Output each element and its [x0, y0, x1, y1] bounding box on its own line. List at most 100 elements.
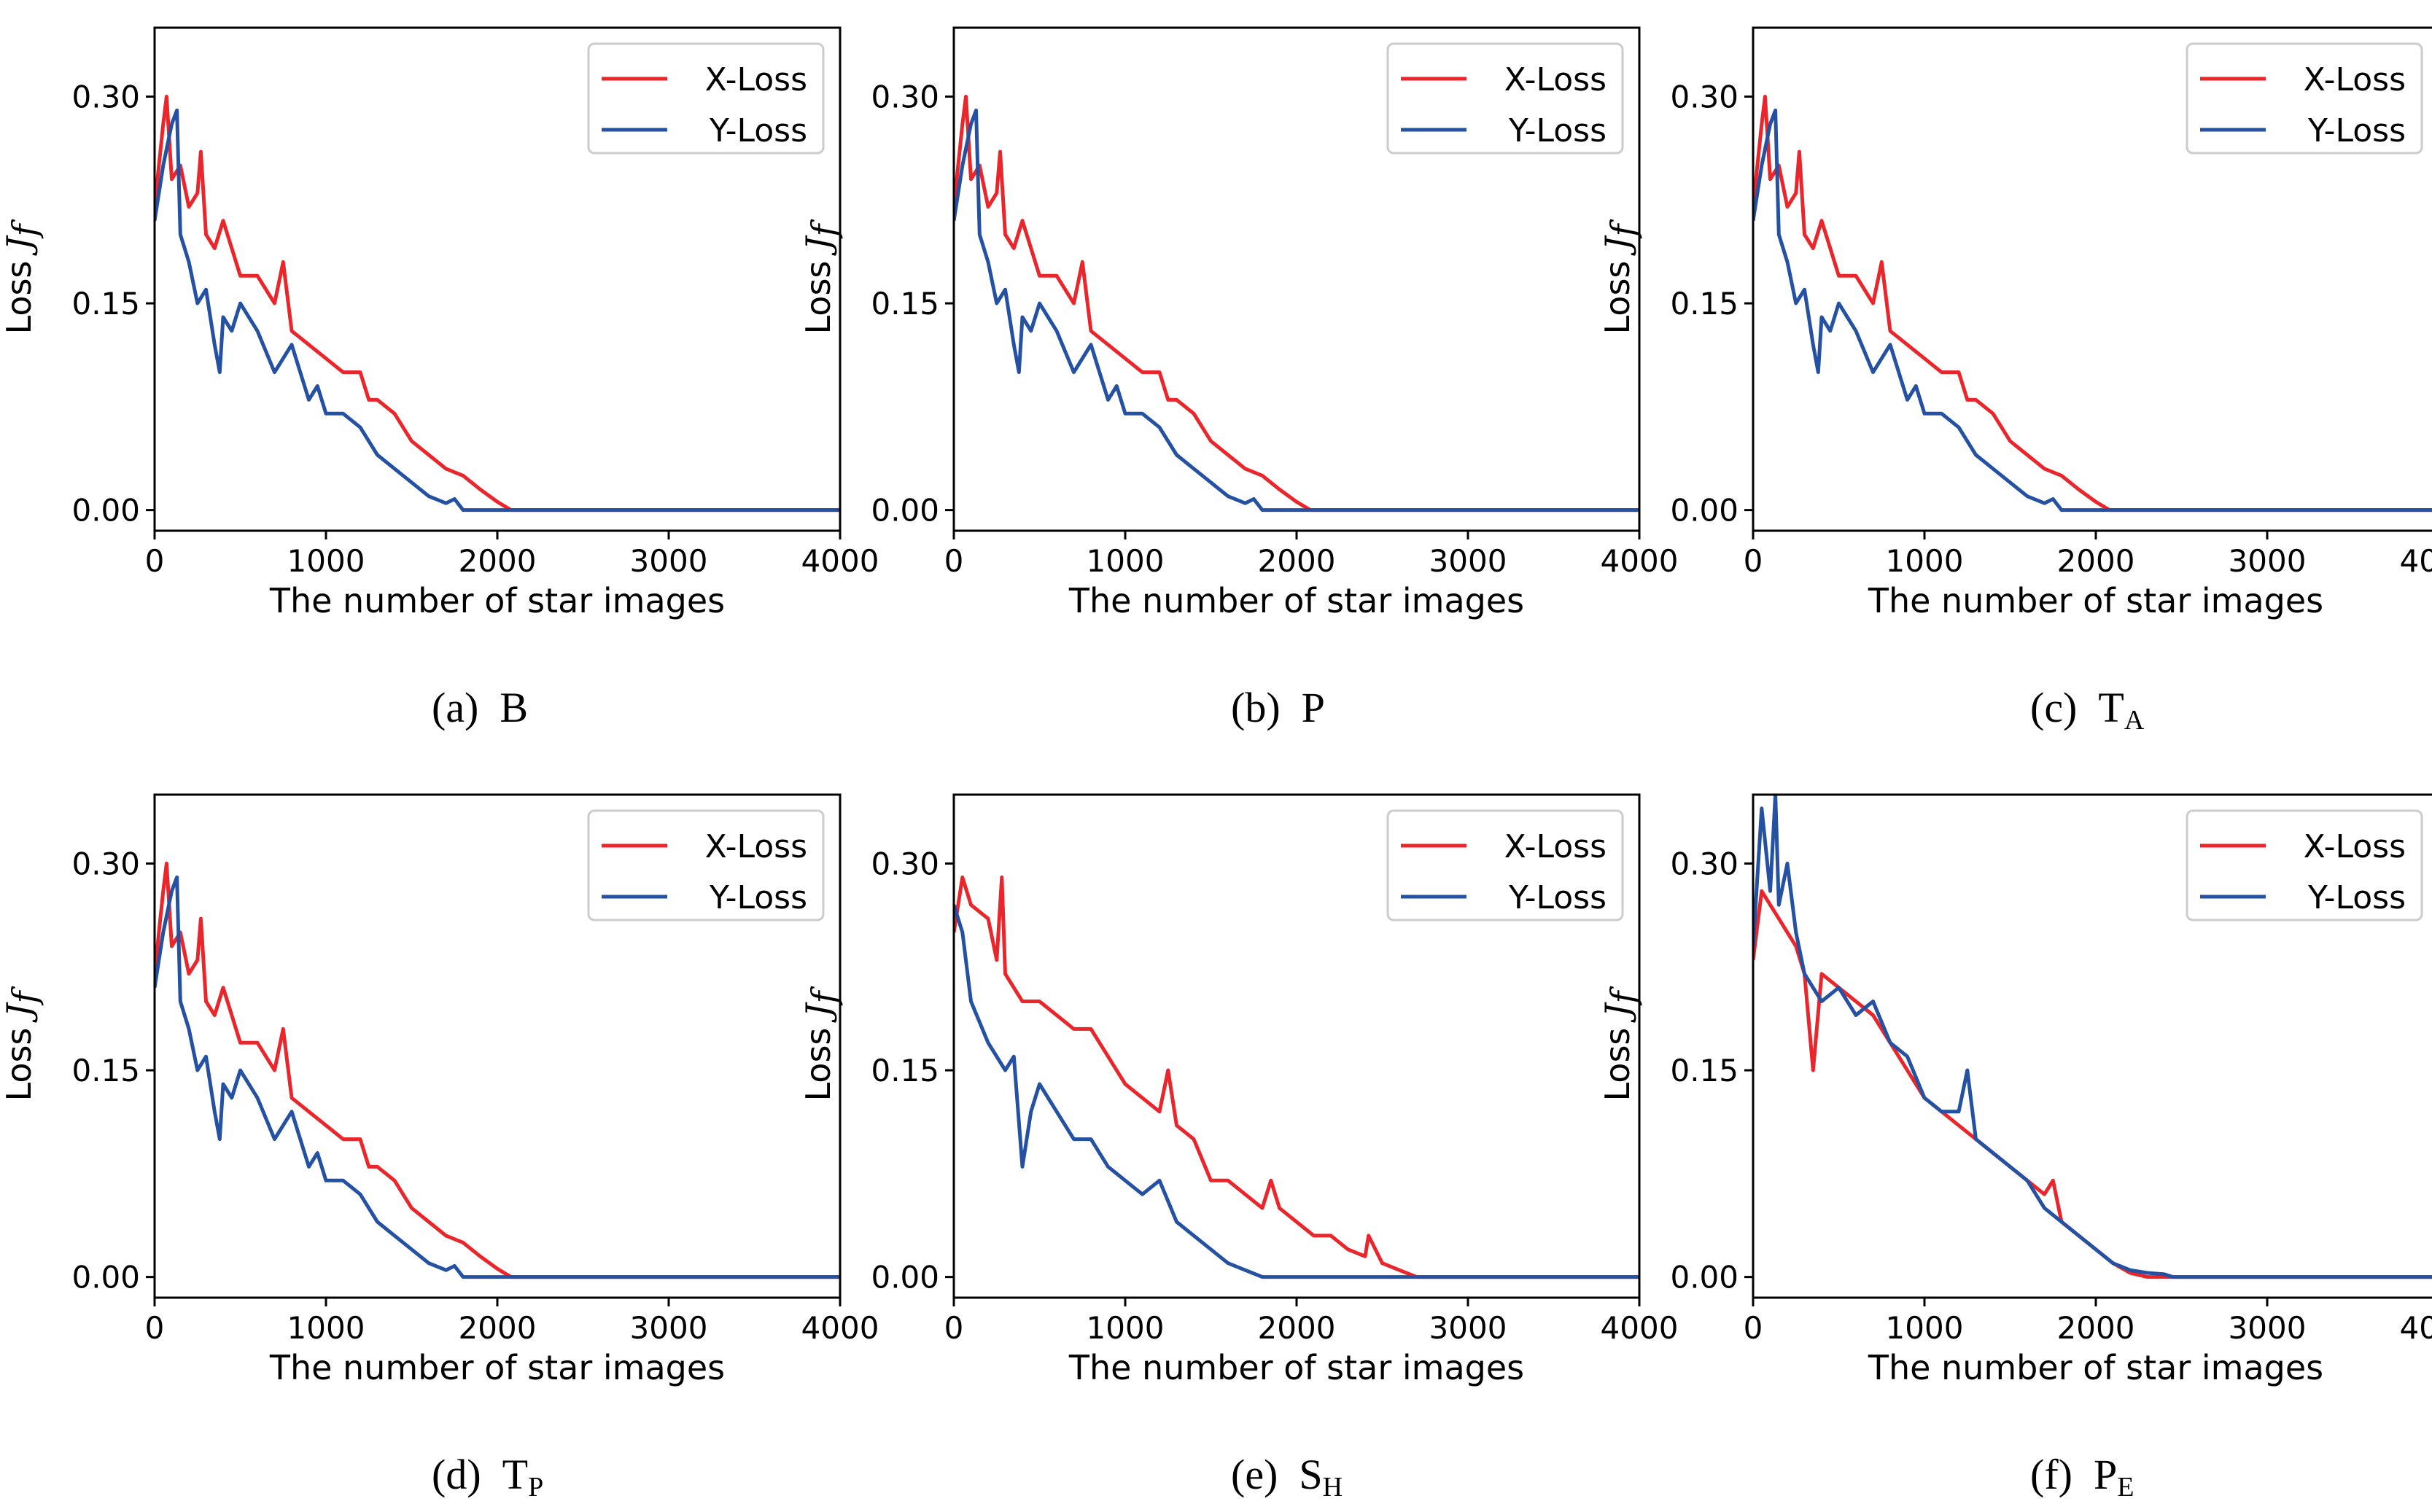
y-tick-label: 0.00: [71, 493, 140, 529]
legend-label-x-loss: X-Loss: [705, 828, 807, 865]
x-tick-label: 2000: [1258, 1310, 1336, 1346]
panel-caption: (f) PE: [2030, 1451, 2134, 1503]
panel-caption: (a) B: [432, 684, 528, 731]
series-line-y-loss: [155, 108, 840, 513]
panel-caption: (c) TA: [2030, 684, 2145, 736]
x-tick-label: 1000: [287, 543, 365, 579]
y-tick-label: 0.30: [71, 79, 140, 115]
series-line-y-loss: [954, 108, 1639, 513]
series-line-x-loss: [1753, 95, 2432, 513]
series-line-y-loss: [1753, 108, 2432, 513]
y-axis-label: Loss Jf: [1598, 986, 1643, 1102]
legend-box: [2186, 42, 2423, 155]
series-line-y-loss: [954, 904, 1639, 1279]
y-axis-label: Loss Jf: [1598, 219, 1643, 335]
x-tick-label: 2000: [1258, 543, 1336, 579]
legend-box: [587, 42, 825, 155]
y-tick-label: 0.15: [871, 1053, 939, 1088]
legend-label-x-loss: X-Loss: [2304, 828, 2406, 865]
x-tick-label: 4000: [801, 543, 879, 579]
x-axis-label: The number of star images: [269, 581, 725, 620]
x-tick-label: 3000: [1429, 543, 1507, 579]
chart-panel-5: 0 1000 2000 3000 4000 0.00 0.15 0.30 The number …: [799, 793, 1679, 1503]
x-tick-label: 1000: [287, 1310, 365, 1346]
x-tick-label: 4000: [1601, 543, 1679, 579]
series-line-x-loss: [155, 862, 840, 1279]
legend-label-y-loss: Y-Loss: [709, 879, 807, 916]
chart-panel-3: 0 1000 2000 3000 4000 0.00 0.15 0.30 The number …: [1598, 26, 2432, 736]
chart-panel-1: 0 1000 2000 3000 4000 0.00 0.15 0.30 The number …: [0, 26, 879, 731]
y-tick-label: 0.15: [1670, 286, 1738, 322]
x-tick-label: 4000: [1601, 1310, 1679, 1346]
x-tick-label: 3000: [2229, 1310, 2307, 1346]
panel-caption: (d) TP: [432, 1451, 543, 1503]
series-line-x-loss: [954, 875, 1639, 1279]
x-axis-label: The number of star images: [269, 1348, 725, 1387]
x-axis-label: The number of star images: [1868, 581, 2323, 620]
x-tick-label: 0: [1744, 543, 1763, 579]
chart-panel-2: 0 1000 2000 3000 4000 0.00 0.15 0.30 The number …: [799, 26, 1679, 731]
chart-panel-6: 0 1000 2000 3000 4000 0.00 0.15 0.30 The number …: [1598, 793, 2432, 1503]
legend-label-y-loss: Y-Loss: [1508, 112, 1607, 149]
x-tick-label: 1000: [1886, 1310, 1964, 1346]
x-axis-label: The number of star images: [1868, 1348, 2323, 1387]
chart-panel-4: 0 1000 2000 3000 4000 0.00 0.15 0.30 The number …: [0, 793, 879, 1503]
y-tick-label: 0.15: [71, 286, 140, 322]
x-tick-label: 2000: [2057, 1310, 2135, 1346]
x-tick-label: 2000: [2057, 543, 2135, 579]
y-tick-label: 0.30: [871, 79, 939, 115]
y-tick-label: 0.15: [1670, 1053, 1738, 1088]
legend-box: [587, 809, 825, 921]
legend-label-x-loss: X-Loss: [1504, 61, 1607, 98]
x-tick-label: 0: [944, 1310, 964, 1346]
panel-caption: (b) P: [1231, 684, 1325, 731]
x-tick-label: 3000: [2229, 543, 2307, 579]
y-axis-label: Loss Jf: [799, 219, 844, 335]
legend-box: [1386, 42, 1624, 155]
x-tick-label: 4000: [2400, 1310, 2432, 1346]
y-tick-label: 0.15: [871, 286, 939, 322]
legend-label-y-loss: Y-Loss: [2307, 112, 2406, 149]
legend-label-y-loss: Y-Loss: [1508, 879, 1607, 916]
y-tick-label: 0.30: [1670, 79, 1738, 115]
legend-label-y-loss: Y-Loss: [709, 112, 807, 149]
y-tick-label: 0.30: [871, 846, 939, 882]
x-tick-label: 4000: [801, 1310, 879, 1346]
y-axis-label: Loss Jf: [0, 986, 44, 1102]
series-line-x-loss: [1753, 889, 2432, 1279]
legend-label-y-loss: Y-Loss: [2307, 879, 2406, 916]
legend-box: [2186, 809, 2423, 921]
y-tick-label: 0.30: [71, 846, 140, 882]
x-tick-label: 2000: [459, 1310, 537, 1346]
x-tick-label: 0: [145, 1310, 165, 1346]
x-tick-label: 1000: [1087, 543, 1165, 579]
series-line-y-loss: [155, 875, 840, 1279]
x-axis-label: The number of star images: [1068, 581, 1524, 620]
series-line-y-loss: [1753, 795, 2432, 1279]
legend-label-x-loss: X-Loss: [705, 61, 807, 98]
y-tick-label: 0.00: [1670, 1260, 1738, 1295]
x-tick-label: 0: [145, 543, 165, 579]
y-tick-label: 0.00: [871, 1260, 939, 1295]
x-tick-label: 4000: [2400, 543, 2432, 579]
legend-box: [1386, 809, 1624, 921]
x-axis-label: The number of star images: [1068, 1348, 1524, 1387]
x-tick-label: 0: [944, 543, 964, 579]
panel-caption: (e) SH: [1231, 1451, 1343, 1503]
y-tick-label: 0.00: [1670, 493, 1738, 529]
x-tick-label: 3000: [1429, 1310, 1507, 1346]
x-tick-label: 1000: [1886, 543, 1964, 579]
y-axis-label: Loss Jf: [0, 219, 44, 335]
y-tick-label: 0.30: [1670, 846, 1738, 882]
y-axis-label: Loss Jf: [799, 986, 844, 1102]
x-tick-label: 3000: [630, 1310, 708, 1346]
x-tick-label: 0: [1744, 1310, 1763, 1346]
series-line-x-loss: [155, 95, 840, 513]
y-tick-label: 0.00: [871, 493, 939, 529]
legend-label-x-loss: X-Loss: [2304, 61, 2406, 98]
series-line-x-loss: [954, 95, 1639, 513]
legend-label-x-loss: X-Loss: [1504, 828, 1607, 865]
y-tick-label: 0.15: [71, 1053, 140, 1088]
y-tick-label: 0.00: [71, 1260, 140, 1295]
